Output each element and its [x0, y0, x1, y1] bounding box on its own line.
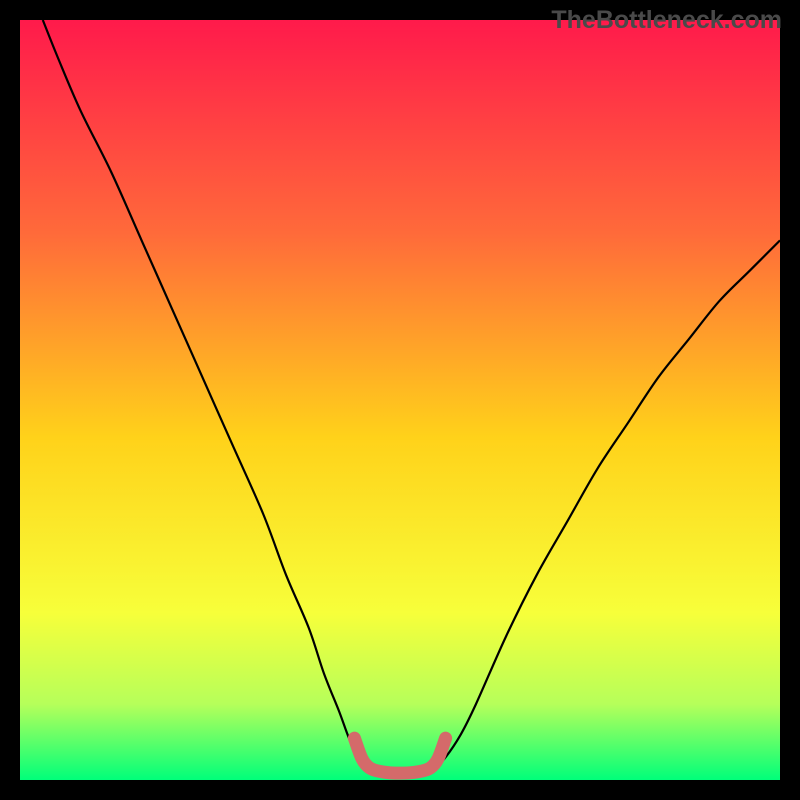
bottleneck-curve [43, 20, 780, 774]
chart-container: TheBottleneck.com [0, 0, 800, 800]
curve-layer [0, 0, 800, 800]
optimal-range-highlight [354, 738, 445, 773]
watermark: TheBottleneck.com [551, 6, 782, 35]
